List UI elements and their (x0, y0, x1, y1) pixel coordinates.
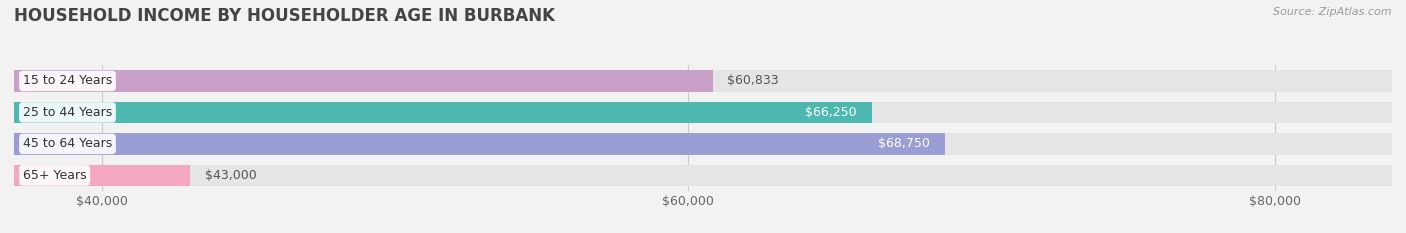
Text: $66,250: $66,250 (806, 106, 856, 119)
Bar (14, 70, 713, 92)
Text: $68,750: $68,750 (879, 137, 931, 150)
Bar (14, 133, 1392, 154)
Text: $60,833: $60,833 (727, 75, 779, 87)
Bar (14, 102, 1392, 123)
Bar (14, 70, 1392, 92)
Bar (14, 102, 872, 123)
Text: HOUSEHOLD INCOME BY HOUSEHOLDER AGE IN BURBANK: HOUSEHOLD INCOME BY HOUSEHOLDER AGE IN B… (14, 7, 555, 25)
Text: $43,000: $43,000 (205, 169, 256, 182)
Bar (14, 133, 945, 154)
Text: Source: ZipAtlas.com: Source: ZipAtlas.com (1274, 7, 1392, 17)
Bar (14, 165, 1392, 186)
Bar (14, 165, 190, 186)
Text: 15 to 24 Years: 15 to 24 Years (22, 75, 112, 87)
Text: 65+ Years: 65+ Years (22, 169, 87, 182)
Text: 45 to 64 Years: 45 to 64 Years (22, 137, 112, 150)
Text: 25 to 44 Years: 25 to 44 Years (22, 106, 112, 119)
